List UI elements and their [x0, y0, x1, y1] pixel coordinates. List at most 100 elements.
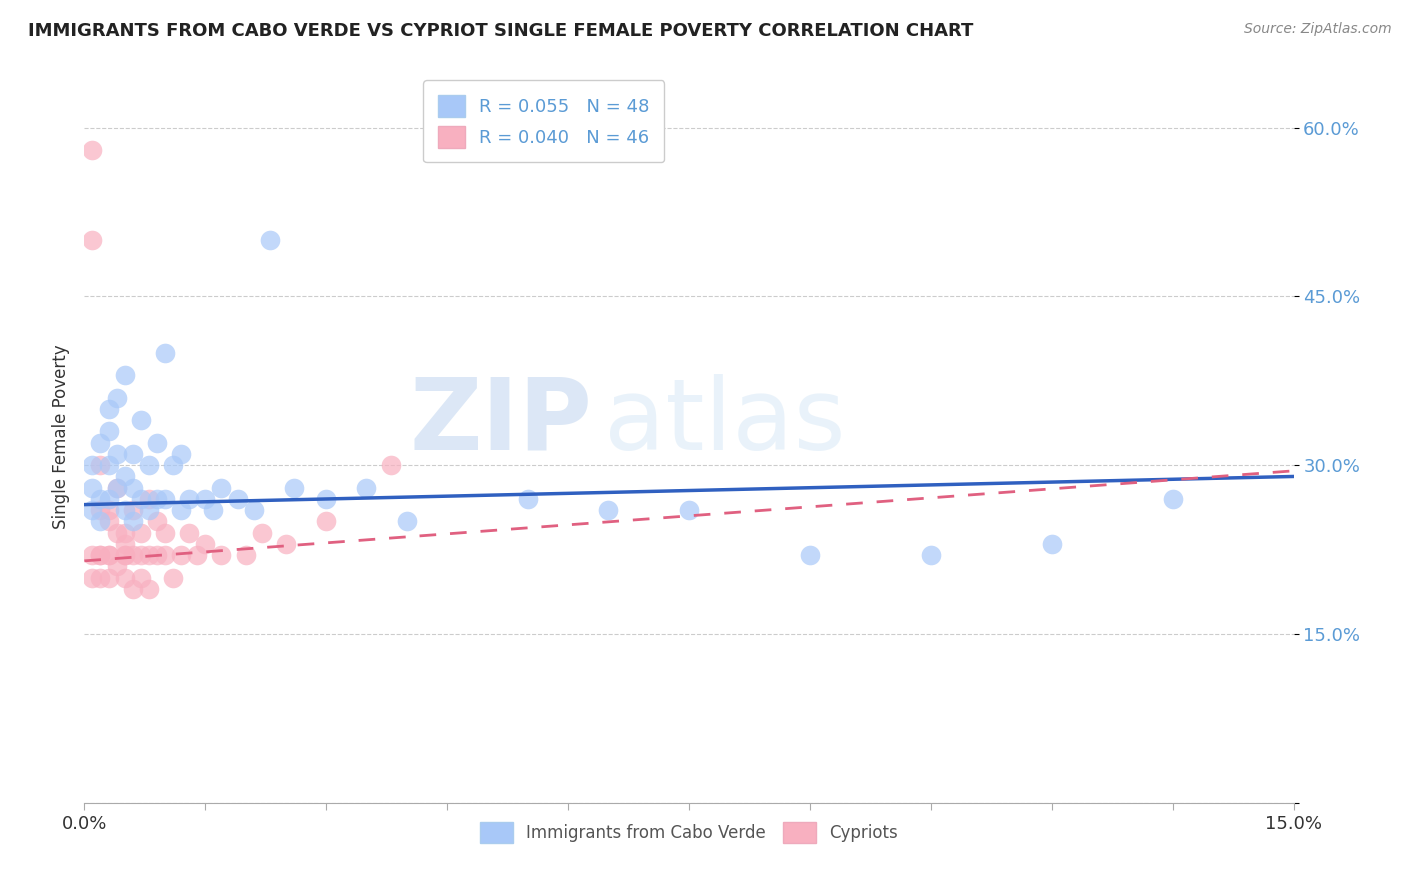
- Point: [97, 503, 120, 517]
- Point: [146, 548, 169, 562]
- Point: [89, 435, 111, 450]
- Point: [97, 425, 120, 439]
- Y-axis label: Single Female Poverty: Single Female Poverty: [52, 345, 70, 529]
- Point: [129, 571, 152, 585]
- Point: [162, 571, 184, 585]
- Point: [315, 515, 337, 529]
- Point: [89, 548, 111, 562]
- Point: [105, 481, 128, 495]
- Point: [242, 503, 264, 517]
- Point: [186, 548, 208, 562]
- Point: [170, 548, 193, 562]
- Point: [129, 413, 152, 427]
- Point: [89, 491, 111, 506]
- Point: [678, 503, 700, 517]
- Point: [97, 548, 120, 562]
- Point: [129, 548, 152, 562]
- Point: [82, 143, 104, 157]
- Point: [920, 548, 942, 562]
- Point: [250, 525, 273, 540]
- Point: [82, 458, 104, 473]
- Point: [194, 537, 217, 551]
- Point: [146, 435, 169, 450]
- Point: [114, 537, 136, 551]
- Point: [209, 481, 232, 495]
- Point: [82, 571, 104, 585]
- Point: [153, 548, 176, 562]
- Point: [235, 548, 257, 562]
- Point: [121, 515, 143, 529]
- Text: IMMIGRANTS FROM CABO VERDE VS CYPRIOT SINGLE FEMALE POVERTY CORRELATION CHART: IMMIGRANTS FROM CABO VERDE VS CYPRIOT SI…: [28, 22, 973, 40]
- Point: [1040, 537, 1063, 551]
- Point: [146, 515, 169, 529]
- Point: [274, 537, 297, 551]
- Legend: Immigrants from Cabo Verde, Cypriots: Immigrants from Cabo Verde, Cypriots: [472, 815, 905, 849]
- Point: [121, 548, 143, 562]
- Point: [283, 481, 305, 495]
- Point: [121, 447, 143, 461]
- Point: [138, 503, 160, 517]
- Point: [179, 491, 201, 506]
- Point: [82, 481, 104, 495]
- Text: Source: ZipAtlas.com: Source: ZipAtlas.com: [1244, 22, 1392, 37]
- Point: [105, 447, 128, 461]
- Point: [209, 548, 232, 562]
- Point: [114, 368, 136, 383]
- Point: [105, 525, 128, 540]
- Point: [121, 582, 143, 596]
- Point: [153, 345, 176, 359]
- Point: [121, 481, 143, 495]
- Point: [89, 548, 111, 562]
- Point: [153, 525, 176, 540]
- Point: [1161, 491, 1184, 506]
- Point: [114, 503, 136, 517]
- Point: [114, 548, 136, 562]
- Point: [82, 548, 104, 562]
- Point: [380, 458, 402, 473]
- Point: [146, 491, 169, 506]
- Point: [315, 491, 337, 506]
- Point: [226, 491, 249, 506]
- Point: [153, 491, 176, 506]
- Point: [138, 458, 160, 473]
- Point: [138, 548, 160, 562]
- Point: [170, 503, 193, 517]
- Point: [114, 571, 136, 585]
- Point: [89, 458, 111, 473]
- Point: [179, 525, 201, 540]
- Point: [97, 548, 120, 562]
- Point: [82, 503, 104, 517]
- Point: [259, 233, 281, 247]
- Point: [598, 503, 620, 517]
- Point: [129, 525, 152, 540]
- Point: [82, 233, 104, 247]
- Point: [105, 391, 128, 405]
- Point: [799, 548, 821, 562]
- Point: [114, 548, 136, 562]
- Point: [395, 515, 418, 529]
- Point: [194, 491, 217, 506]
- Point: [105, 559, 128, 574]
- Point: [170, 447, 193, 461]
- Point: [97, 401, 120, 416]
- Point: [138, 582, 160, 596]
- Point: [97, 571, 120, 585]
- Point: [138, 491, 160, 506]
- Point: [89, 571, 111, 585]
- Point: [114, 469, 136, 483]
- Point: [114, 525, 136, 540]
- Point: [129, 491, 152, 506]
- Point: [97, 515, 120, 529]
- Point: [121, 503, 143, 517]
- Text: ZIP: ZIP: [409, 374, 592, 471]
- Text: atlas: atlas: [605, 374, 846, 471]
- Point: [516, 491, 538, 506]
- Point: [162, 458, 184, 473]
- Point: [202, 503, 225, 517]
- Point: [105, 481, 128, 495]
- Point: [89, 503, 111, 517]
- Point: [97, 458, 120, 473]
- Point: [97, 491, 120, 506]
- Point: [356, 481, 378, 495]
- Point: [89, 515, 111, 529]
